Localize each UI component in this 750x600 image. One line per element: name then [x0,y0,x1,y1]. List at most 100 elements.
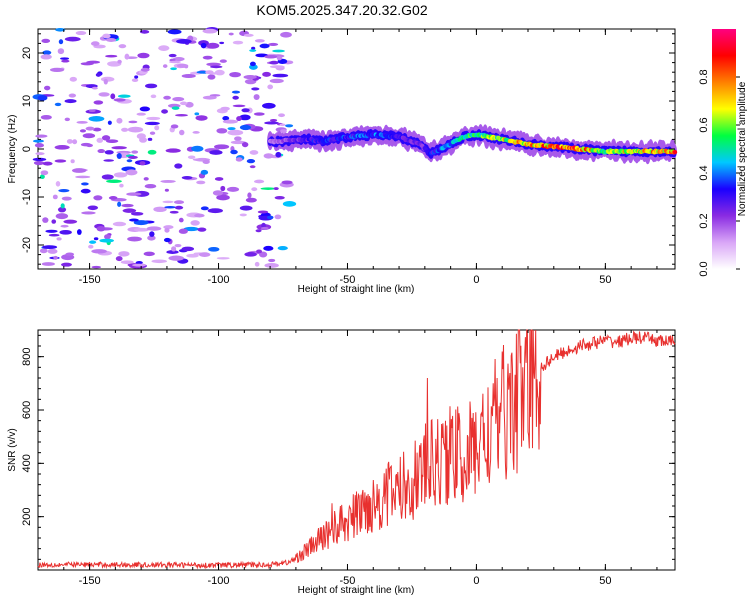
noise-blob [137,52,150,59]
noise-blob [54,145,70,150]
noise-blob [208,246,220,252]
noise-blob [244,78,257,85]
noise-blob [202,95,217,100]
noise-blob [106,179,122,184]
noise-blob [79,129,87,133]
noise-blob [133,220,149,226]
noise-blob [165,148,181,153]
noise-blob [122,208,137,213]
noise-blob [99,238,114,243]
noise-blob [172,96,185,102]
noise-blob [285,124,294,128]
x-tick-label: -100 [208,274,230,286]
noise-blob [168,53,177,58]
noise-blob [262,71,271,77]
noise-blob [222,119,238,124]
noise-blob [128,120,138,124]
noise-blob [244,252,257,257]
colorbar-tick-label: 0.0 [698,261,710,276]
noise-blob [196,180,206,185]
colorbar-gradient [712,29,736,269]
noise-blob [239,124,252,131]
noise-blob [267,84,274,90]
noise-blob [247,192,252,199]
noise-blob [146,116,161,121]
noise-blob [45,229,58,233]
noise-blob [125,169,138,176]
noise-blob [194,213,205,218]
noise-blob [96,225,106,232]
noise-blob [175,113,188,117]
noise-blob [206,62,221,67]
noise-blob [222,116,230,121]
noise-blob [102,33,111,39]
noise-blob [68,93,77,98]
noise-blob [263,153,274,159]
noise-blob [228,32,234,36]
noise-blob [88,116,105,122]
noise-blob [164,227,170,233]
noise-blob [91,86,98,90]
snr-panel: -150 -100 -50 0 50 200 400 600 800 Height of str… [7,329,676,596]
noise-blob [143,177,149,181]
noise-blob [47,248,58,254]
noise-blob [55,181,61,187]
noise-blob [98,92,110,97]
noise-blob [179,129,185,136]
signal-core [672,149,678,155]
noise-blob [280,129,287,134]
noise-blob [230,149,238,155]
noise-blob [136,112,146,116]
noise-blob [93,195,103,201]
noise-blob [37,95,48,101]
noise-blob [163,237,171,243]
noise-blob [110,93,116,100]
noise-blob [170,124,179,129]
noise-blob [179,101,188,106]
noise-blob [144,184,157,189]
noise-blob [101,135,111,141]
spectrogram-noise [32,26,297,269]
noise-blob [76,229,82,235]
x-tick-label: 50 [599,274,611,286]
noise-blob [32,139,44,143]
noise-blob [117,94,131,98]
x-tick-label: -150 [79,575,101,587]
noise-blob [72,139,78,145]
noise-blob [126,192,142,196]
noise-blob [144,121,160,126]
noise-blob [87,205,99,211]
noise-blob [206,42,220,49]
noise-blob [249,64,258,70]
noise-blob [257,210,269,214]
noise-blob [227,127,236,131]
noise-blob [230,140,247,145]
noise-blob [251,187,258,192]
noise-blob [60,262,72,267]
noise-blob [246,158,256,164]
noise-blob [106,139,119,144]
noise-blob [43,85,51,91]
noise-blob [264,121,279,125]
noise-blob [53,255,58,260]
noise-blob [158,45,170,52]
noise-blob [92,127,102,132]
x-tick-label: 50 [599,575,611,587]
noise-blob [226,186,240,192]
colorbar-tick-label: 0.4 [698,165,710,180]
noise-blob [55,213,69,220]
noise-blob [42,161,53,166]
noise-blob [169,210,179,214]
noise-blob [42,50,52,55]
noise-blob [277,245,288,251]
noise-blob [278,113,285,118]
noise-blob [191,145,204,152]
noise-blob [236,116,242,122]
noise-blob [56,237,62,241]
noise-blob [268,42,279,46]
noise-blob [65,252,75,256]
noise-blob [253,112,265,116]
noise-blob [58,39,64,45]
snr-frame [37,329,676,571]
